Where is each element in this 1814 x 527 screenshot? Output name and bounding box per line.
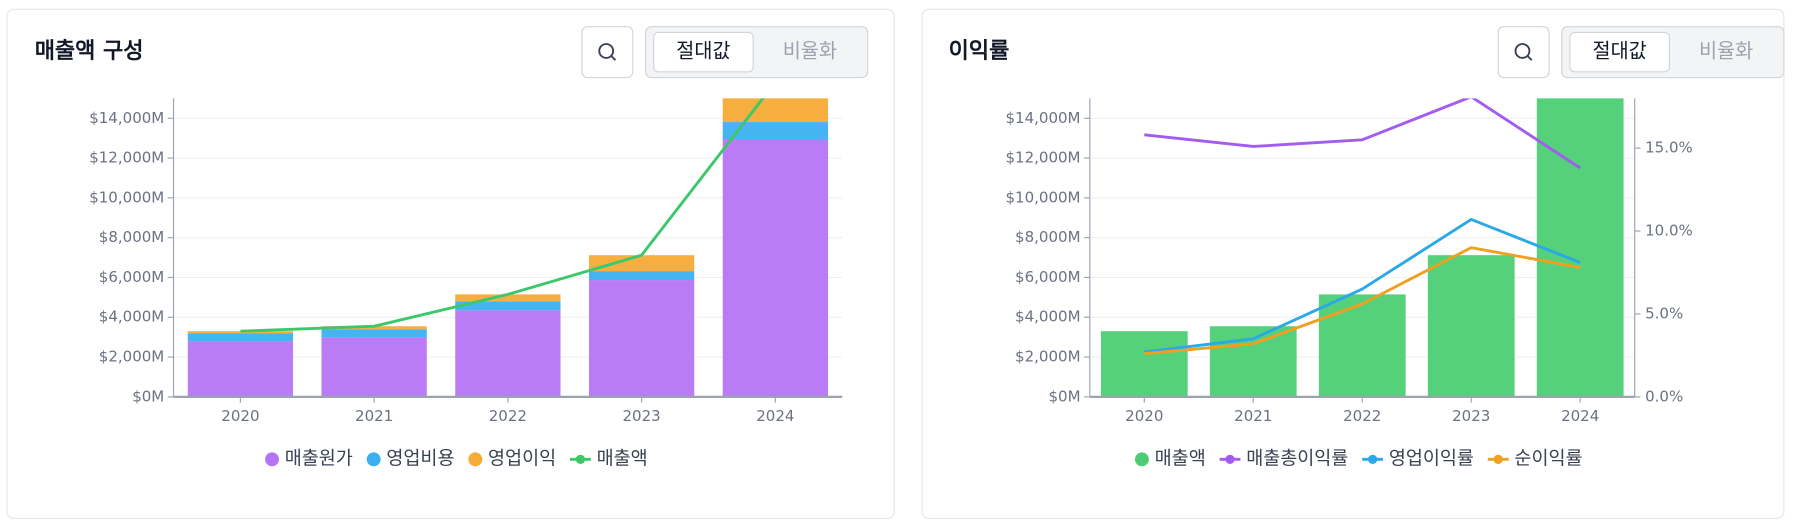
bar [187,331,294,334]
x-tick-label: 2022 [1343,407,1381,425]
legend-swatch [366,452,381,467]
bar [722,138,828,397]
search-icon [598,43,615,59]
legend-label: 매출액 [1155,448,1206,469]
legend-swatch [1134,452,1149,467]
line [1144,217,1581,354]
legend-item[interactable]: 영업이익률 [1362,448,1474,469]
legend-swatch [1493,454,1503,464]
x-tick-label: 2021 [1234,407,1272,425]
bar [455,310,561,397]
y2-tick-label: 10.0% [1645,222,1693,240]
bar [1427,255,1515,397]
legend-item[interactable]: 매출액 [570,448,648,469]
plot [187,98,828,397]
y-tick-label: $14,000M [89,109,164,127]
legend-swatch [575,454,586,464]
y-tick-label: $12,000M [1005,149,1080,167]
y-tick-label: $12,000M [89,149,164,167]
legend-swatch [1368,454,1378,464]
y-tick-label: $6,000M [1015,268,1081,286]
x-tick-label: 2022 [489,407,527,425]
x-tick-label: 2023 [623,407,661,425]
x-tick-label: 2021 [355,407,393,425]
legend-item[interactable]: 순이익률 [1487,448,1583,469]
y2-tick-label: 15.0% [1645,139,1693,157]
bar [588,271,695,281]
legend: 매출원가 영업비용 영업이익 매출액 [265,448,648,469]
y-tick-label: $0M [1048,387,1080,405]
y-tick-label: $4,000M [99,308,164,326]
legend-label: 매출액 [597,448,648,469]
search-button[interactable] [581,26,634,79]
y-tick-label: $2,000M [99,348,164,366]
bar [321,326,427,330]
legend-item[interactable]: 매출원가 [265,448,353,469]
y-tick-label: $6,000M [99,268,164,286]
bar [1100,331,1188,397]
bar [1209,326,1297,397]
legend-label: 영업비용 [386,448,454,469]
search-icon [1527,55,1533,61]
search-icon [610,55,617,61]
card-title: 매출액 구성 [35,39,144,64]
line [1144,246,1581,356]
x-tick-label: 2020 [221,407,259,425]
bar [187,341,294,397]
legend-swatch [265,452,279,467]
toggle-option[interactable]: 절대값 [676,40,730,63]
x-tick-label: 2024 [1561,407,1599,425]
toggle-option[interactable]: 비율화 [783,40,837,63]
toggle-option[interactable]: 비율화 [1699,40,1753,63]
legend-swatch [1225,454,1235,464]
card-title: 이익률 [949,39,1010,64]
line [240,98,765,333]
legend-swatch [468,452,483,467]
y-tick-label: $10,000M [89,188,164,206]
legend-label: 영업이익 [488,448,556,469]
bar [1536,98,1624,397]
bar [455,301,561,311]
search-button[interactable] [1497,26,1550,79]
bar [588,255,695,272]
legend-item[interactable]: 매출총이익률 [1219,448,1349,469]
bar [1318,294,1406,397]
bar [455,294,561,302]
bar [722,122,828,139]
y2-tick-label: 5.0% [1645,304,1683,322]
y-tick-label: $4,000M [1015,308,1081,326]
line [1144,98,1581,170]
x-tick-label: 2020 [1125,407,1163,425]
legend-item[interactable]: 영업이익 [468,448,556,469]
y-tick-label: $0M [132,387,164,405]
y-tick-label: $2,000M [1015,348,1081,366]
toggle-option[interactable]: 절대값 [1593,40,1647,63]
legend-label: 순이익률 [1514,448,1582,469]
search-icon [1514,43,1531,59]
y-tick-label: $10,000M [1005,188,1080,206]
toggle-active [653,31,754,73]
bar [321,329,427,338]
x-tick-label: 2023 [1452,407,1490,425]
legend-label: 영업이익률 [1389,448,1474,469]
toggle-active [1569,31,1670,73]
bar [321,337,427,397]
bar [588,280,695,397]
card [921,8,1785,519]
y-tick-label: $8,000M [1015,228,1081,246]
x-tick-label: 2024 [756,407,794,425]
y2-tick-label: 0.0% [1645,387,1683,405]
plot [1100,98,1624,397]
legend: 매출액 매출총이익률 영업이익률 순이익률 [1134,448,1583,469]
y-tick-label: $8,000M [99,228,164,246]
bar [187,333,294,342]
legend-label: 매출총이익률 [1246,448,1348,469]
legend-item[interactable]: 매출액 [1134,448,1206,469]
legend-item[interactable]: 영업비용 [366,448,455,469]
y-tick-label: $14,000M [1005,109,1080,127]
legend-label: 매출원가 [285,448,353,469]
